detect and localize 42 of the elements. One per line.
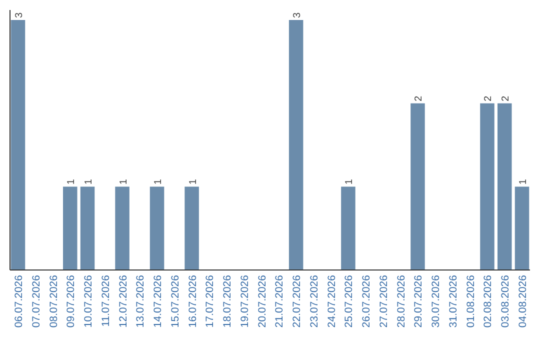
x-tick-label: 17.07.2026 [204,274,216,328]
x-tick-label: 28.07.2026 [395,274,408,328]
x-tick-label: 14.07.2026 [152,274,164,328]
x-tick-label: 07.07.2026 [30,274,42,328]
x-tick-label: 26.07.2026 [360,274,373,328]
x-tick-label: 03.08.2026 [500,274,512,328]
x-tick-label: 18.07.2026 [222,274,234,328]
data-label: 1 [118,178,130,185]
data-label: 1 [66,178,78,185]
x-tick-label: 01.08.2026 [464,274,477,328]
x-tick-label: 27.07.2026 [378,274,390,328]
x-tick-label: 09.07.2026 [65,274,78,328]
x-tick-label: 25.07.2026 [343,274,356,328]
x-tick-label: 13.07.2026 [134,274,147,328]
data-label: 1 [84,178,95,185]
x-tick-label: 04.08.2026 [517,274,530,328]
data-label: 3 [14,12,25,18]
x-tick-label: 31.07.2026 [447,274,460,328]
data-label: 2 [483,95,494,102]
x-tick-label: 06.07.2026 [12,274,25,328]
data-label: 1 [188,178,199,185]
data-label: 2 [414,95,425,102]
x-tick-label: 11.07.2026 [100,274,112,327]
x-tick-label: 16.07.2026 [186,274,199,328]
x-tick-label: 29.07.2026 [412,274,425,328]
data-label: 2 [500,95,512,102]
x-tick-label: 21.07.2026 [274,274,286,328]
x-tick-label: 12.07.2026 [117,274,130,328]
data-label: 1 [344,178,356,185]
x-tick-label: 24.07.2026 [326,274,338,328]
data-label: 1 [153,178,164,185]
x-tick-label: 20.07.2026 [256,274,268,328]
data-label: 3 [292,12,304,18]
x-tick-label: 10.07.2026 [82,274,95,328]
x-tick-label: 02.08.2026 [482,274,494,328]
x-tick-label: 30.07.2026 [430,274,442,328]
x-tick-label: 15.07.2026 [169,274,182,328]
x-tick-label: 23.07.2026 [308,274,320,328]
x-tick-label: 08.07.2026 [48,274,60,328]
x-tick-label: 19.07.2026 [238,274,251,328]
data-label: 1 [518,178,530,185]
x-tick-label: 22.07.2026 [291,274,304,328]
